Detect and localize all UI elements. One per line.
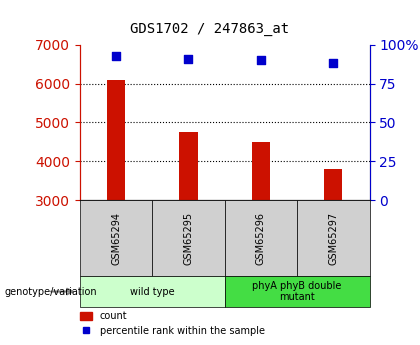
Text: GDS1702 / 247863_at: GDS1702 / 247863_at — [131, 22, 289, 37]
Bar — [252, 142, 270, 200]
Bar — [107, 80, 125, 200]
Point — [330, 61, 337, 66]
Text: genotype/variation: genotype/variation — [4, 287, 97, 296]
Bar — [179, 132, 197, 200]
Point — [185, 56, 192, 61]
Text: GSM65295: GSM65295 — [184, 211, 194, 265]
Text: phyA phyB double
mutant: phyA phyB double mutant — [252, 281, 342, 302]
Text: GSM65297: GSM65297 — [328, 211, 339, 265]
Point — [257, 58, 264, 63]
Point — [113, 53, 119, 59]
Legend: count, percentile rank within the sample: count, percentile rank within the sample — [76, 307, 268, 340]
Text: GSM65294: GSM65294 — [111, 211, 121, 265]
Bar — [324, 169, 342, 200]
Text: wild type: wild type — [130, 287, 175, 296]
Text: GSM65296: GSM65296 — [256, 211, 266, 265]
